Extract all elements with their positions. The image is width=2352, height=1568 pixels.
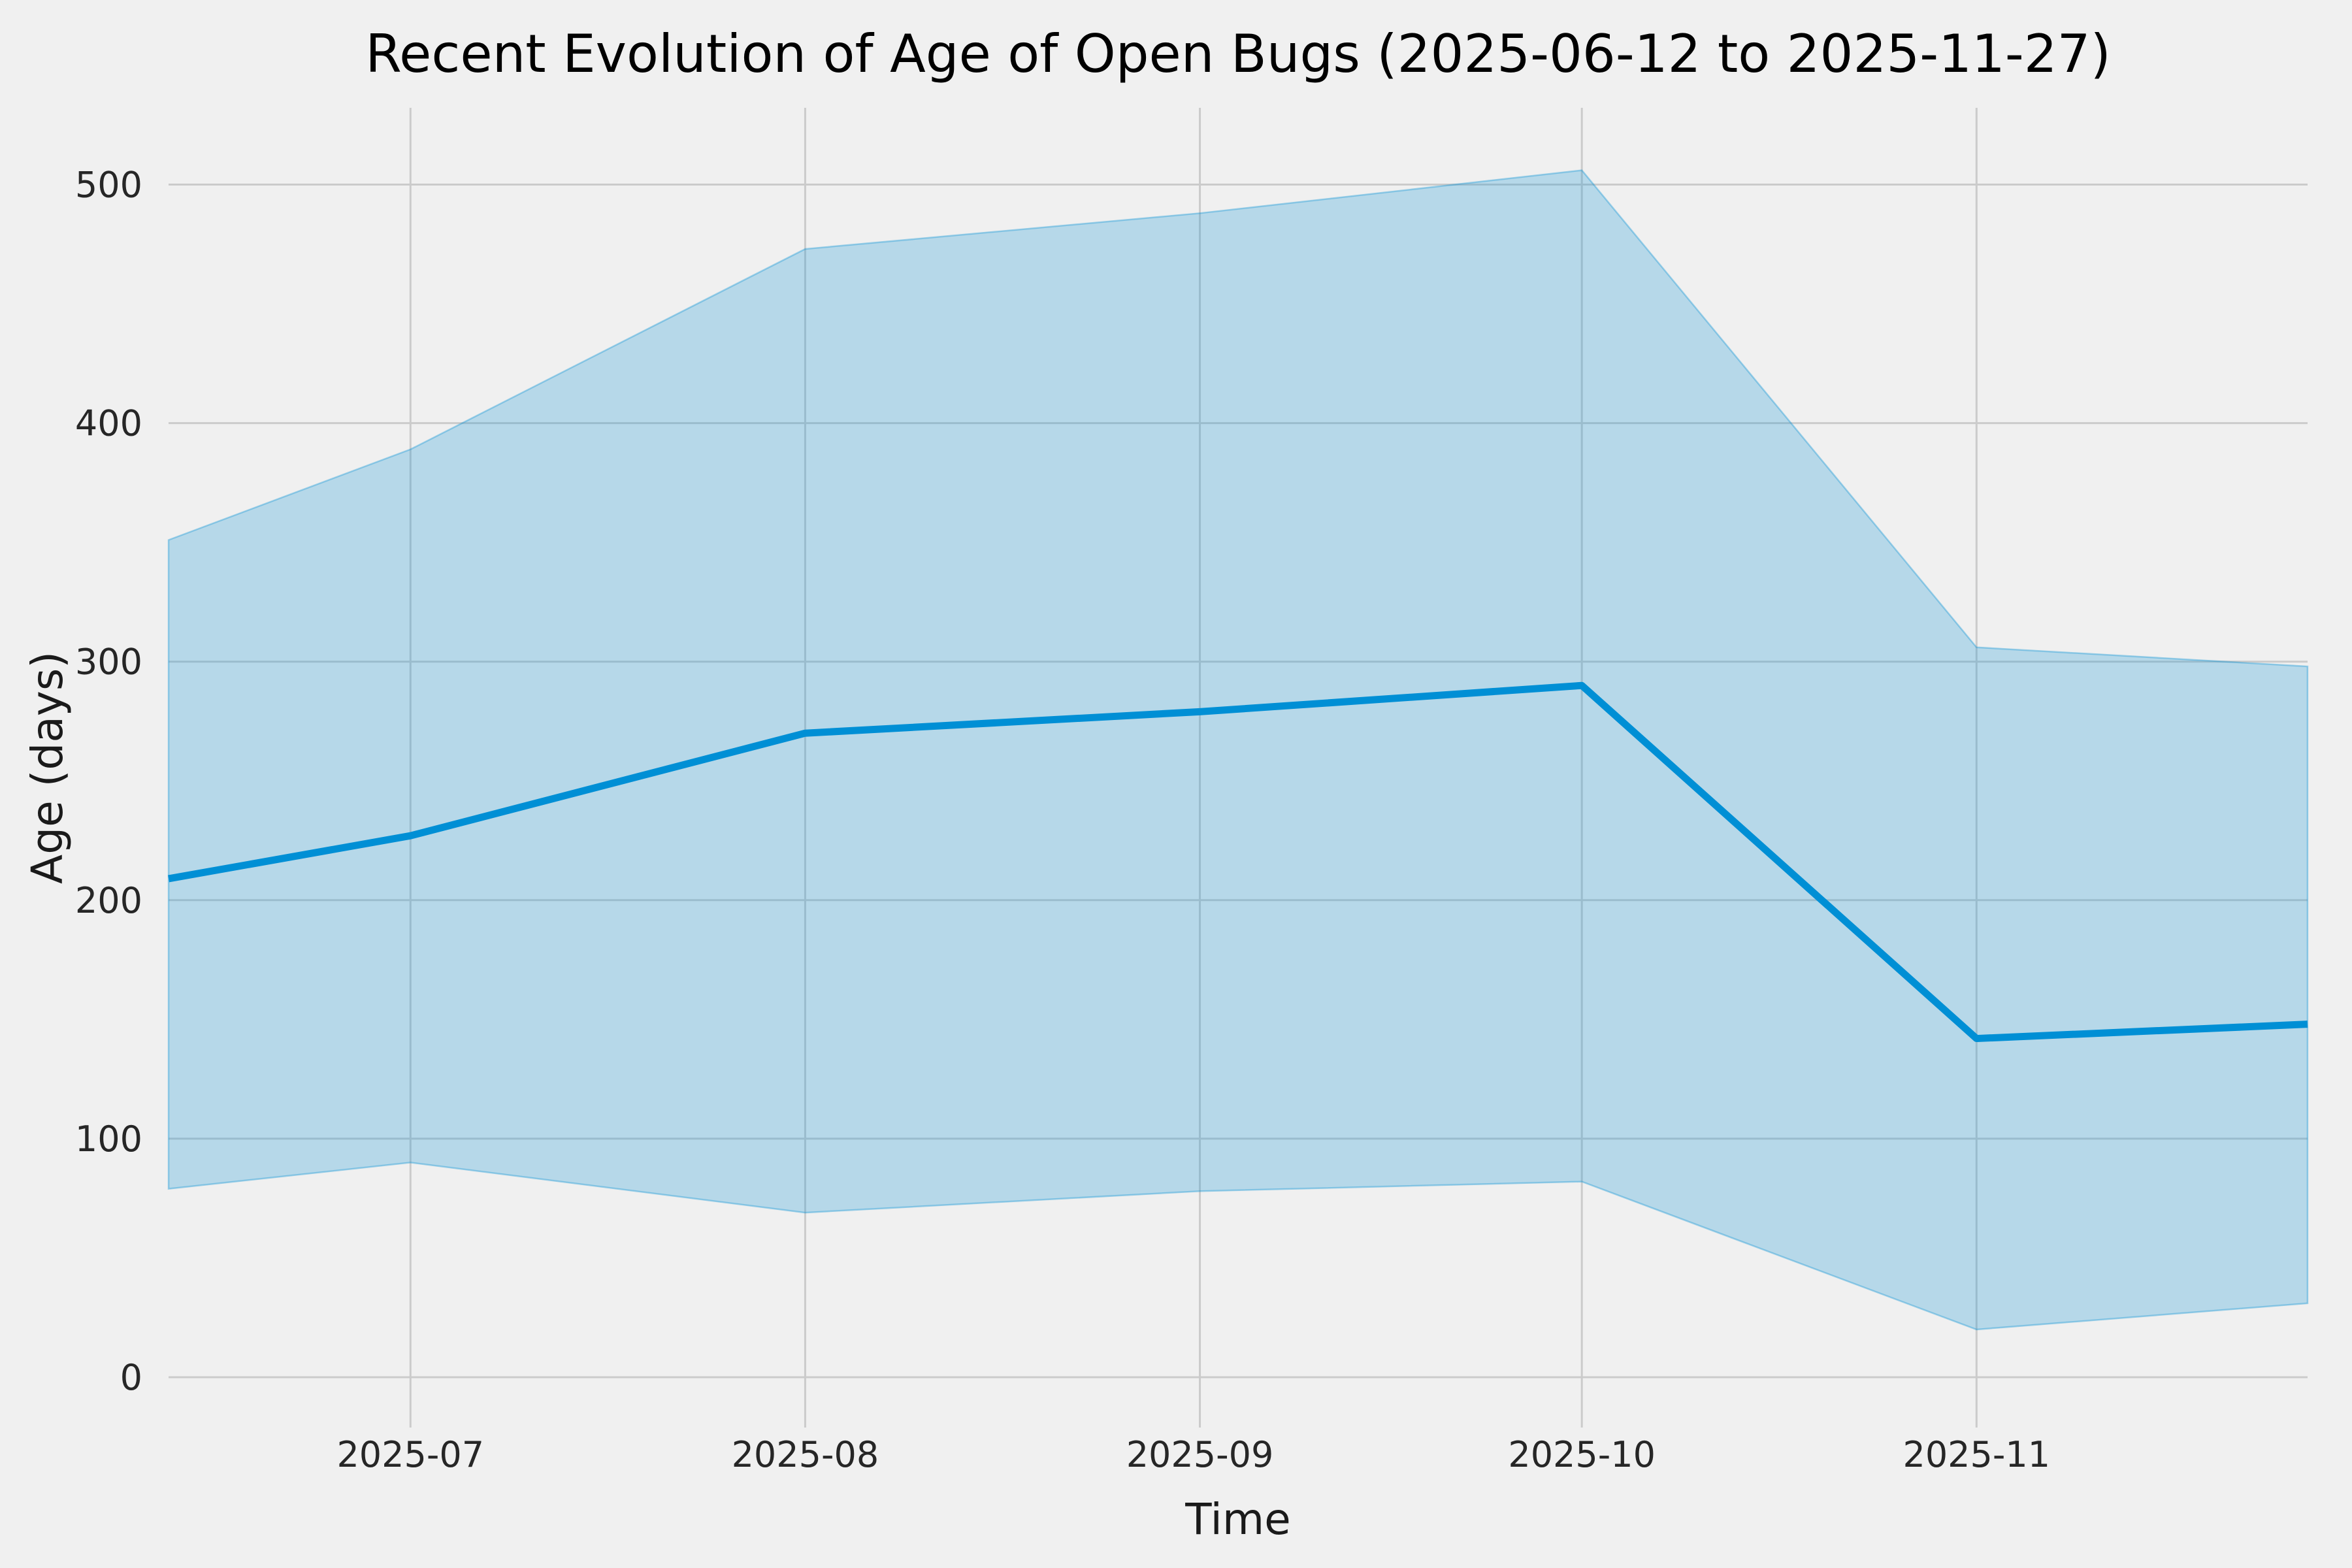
y-tick-label: 400: [75, 403, 142, 444]
y-tick-label: 100: [75, 1119, 142, 1160]
uncertainty-band: [167, 169, 2309, 1331]
y-axis-label: Age (days): [22, 651, 73, 884]
x-axis-label: Time: [1184, 1494, 1291, 1544]
y-tick-label: 500: [75, 165, 142, 206]
x-tick-label: 2025-11: [1903, 1434, 2050, 1475]
x-tick-label: 2025-07: [336, 1434, 484, 1475]
x-tick-label: 2025-08: [732, 1434, 879, 1475]
x-tick-label: 2025-09: [1126, 1434, 1274, 1475]
tick-label-layer: 0 100 200 300 400 500 2025-07 2025-08 2025-09 202…: [75, 165, 2050, 1476]
mean-line-layer: [168, 681, 2308, 1043]
uncertainty-band-layer: [167, 169, 2309, 1331]
y-tick-label: 300: [75, 642, 142, 683]
x-tick-label: 2025-10: [1508, 1434, 1656, 1475]
y-tick-label: 0: [120, 1357, 142, 1398]
mean-age-line: [168, 681, 2308, 1043]
grid-layer: [169, 108, 2308, 1428]
y-tick-label: 200: [75, 880, 142, 921]
chart-title: Recent Evolution of Age of Open Bugs (20…: [365, 24, 2111, 84]
